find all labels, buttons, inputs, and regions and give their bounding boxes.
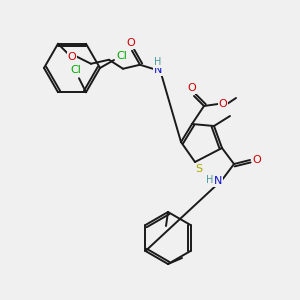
- Text: O: O: [219, 99, 227, 109]
- Text: N: N: [214, 176, 222, 186]
- Text: O: O: [253, 155, 261, 165]
- Text: O: O: [68, 52, 76, 62]
- Text: Cl: Cl: [117, 51, 128, 61]
- Text: H: H: [154, 57, 162, 67]
- Text: N: N: [154, 65, 162, 75]
- Text: S: S: [195, 164, 203, 174]
- Text: Cl: Cl: [70, 65, 81, 75]
- Text: O: O: [188, 83, 196, 93]
- Text: H: H: [206, 175, 214, 185]
- Text: O: O: [127, 38, 135, 48]
